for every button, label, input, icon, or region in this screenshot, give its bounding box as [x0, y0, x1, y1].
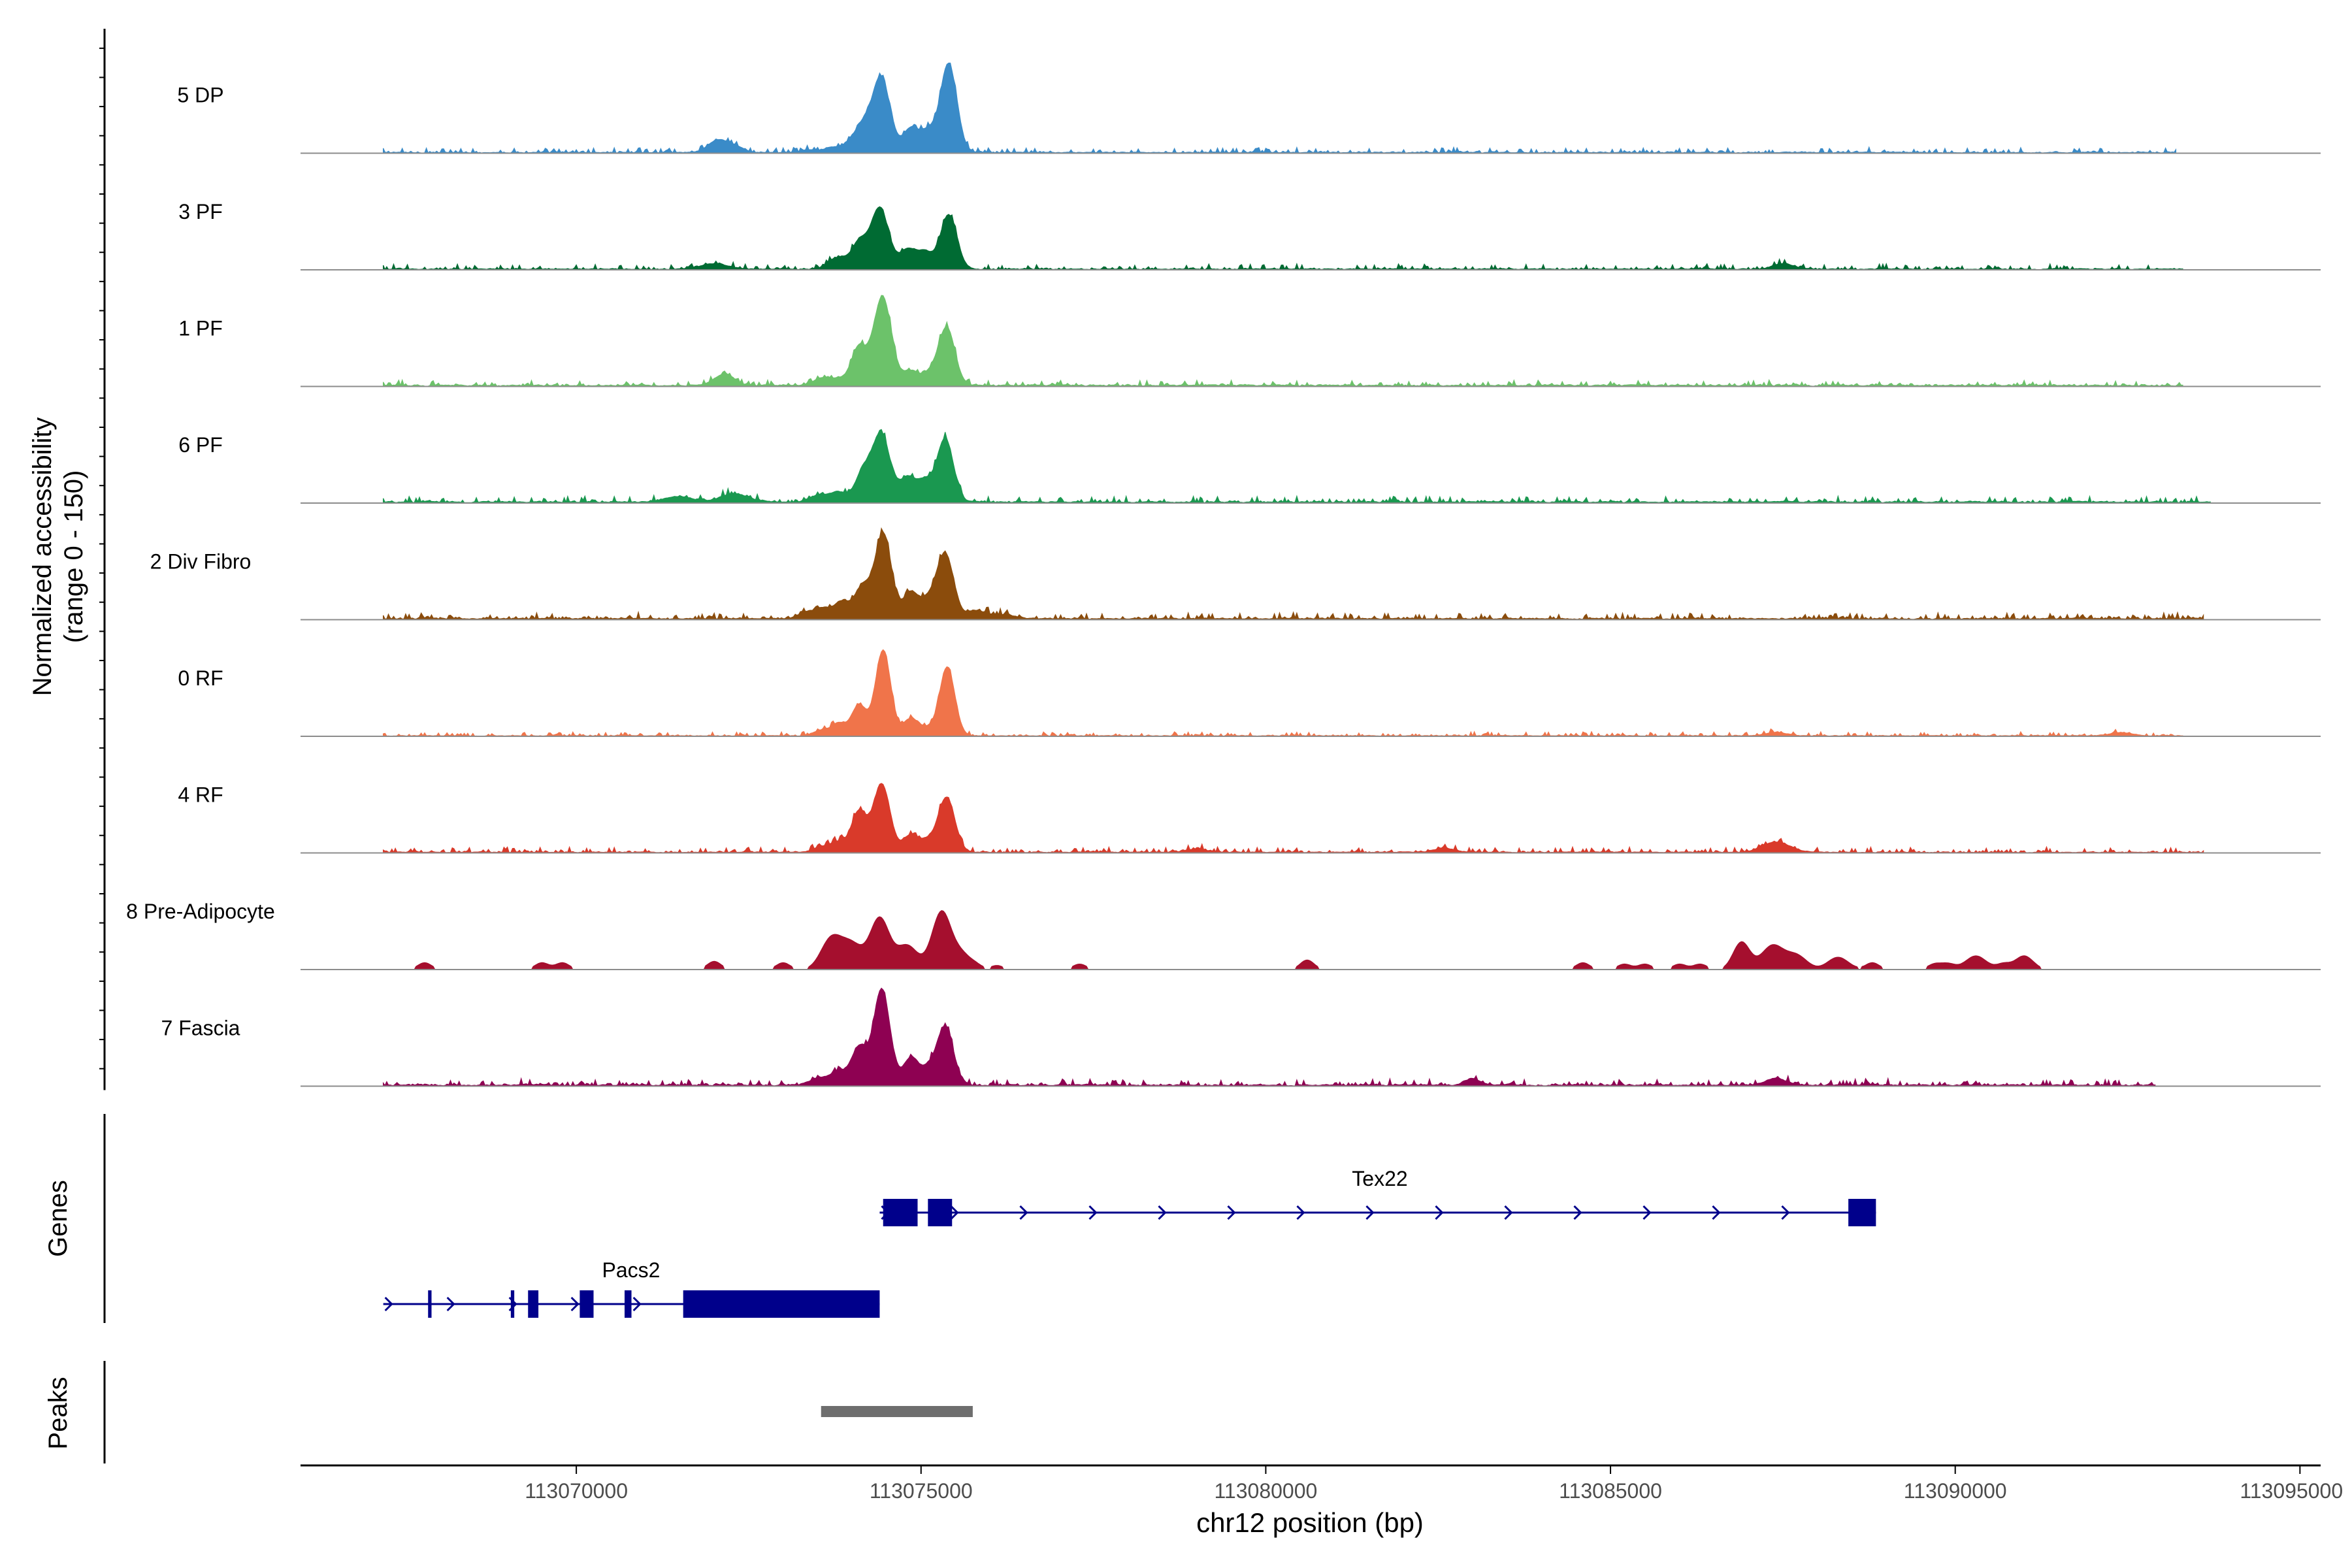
strand-arrow [1019, 1205, 1028, 1220]
coverage-area [383, 910, 2183, 970]
strand-arrow [1296, 1205, 1305, 1220]
track-3-pf: 3 PF [178, 200, 2321, 270]
strand-arrow [384, 1296, 393, 1312]
gene-label: Pacs2 [602, 1258, 661, 1282]
coverage-area [383, 295, 2183, 387]
x-tick-label: 113085000 [1559, 1479, 1662, 1503]
y-axis-title-line-2: (range 0 - 150) [59, 470, 88, 644]
strand-arrow [1365, 1205, 1375, 1220]
x-axis: 113070000 113075000 113080000 113085000 1130… [301, 1464, 2343, 1503]
coverage-area [383, 987, 2156, 1087]
strand-arrow [950, 1205, 959, 1220]
track-label: 3 PF [178, 200, 223, 223]
peaks-panel [821, 1406, 973, 1417]
coverage-area [383, 649, 2183, 738]
gene-exon [510, 1290, 515, 1318]
track-4-rf: 4 RF [178, 783, 2321, 854]
strand-arrow [570, 1296, 580, 1312]
track-1-pf: 1 PF [178, 295, 2321, 387]
x-tick-label: 113070000 [525, 1479, 628, 1503]
gene-label: Tex22 [1352, 1167, 1407, 1190]
x-tick-label: 113095000 [2240, 1479, 2343, 1503]
x-tick-label: 113090000 [1904, 1479, 2007, 1503]
track-0-rf: 0 RF [178, 649, 2321, 738]
track-label: 7 Fascia [161, 1017, 240, 1040]
track-label: 8 Pre-Adipocyte [126, 900, 275, 923]
track-label: 1 PF [178, 317, 223, 340]
coverage-area [383, 783, 2204, 854]
gene-exon [528, 1290, 539, 1318]
x-tick-label: 113080000 [1215, 1479, 1318, 1503]
track-5-dp: 5 DP [177, 62, 2321, 154]
gene-exon [883, 1199, 918, 1226]
track-label: 0 RF [178, 666, 223, 690]
strand-arrow [1573, 1205, 1582, 1220]
track-label: 2 Div Fibro [150, 550, 252, 574]
genes-axis-title: Genes [44, 1180, 73, 1257]
track-7-fascia: 7 Fascia [161, 987, 2321, 1087]
track-label: 6 PF [178, 433, 223, 457]
gene-exon [428, 1290, 432, 1318]
gene-exon [1848, 1199, 1876, 1226]
strand-arrow [1435, 1205, 1444, 1220]
strand-arrow [1712, 1205, 1721, 1220]
strand-arrow [1504, 1205, 1513, 1220]
strand-arrow [1642, 1205, 1652, 1220]
left-axes [99, 29, 106, 1463]
gene-tex22: Tex22 [879, 1167, 1876, 1226]
peaks-axis-title: Peaks [44, 1377, 73, 1449]
track-label: 5 DP [177, 84, 223, 107]
coverage-area [383, 429, 2211, 504]
strand-arrow [632, 1296, 642, 1312]
gene-exon [683, 1290, 880, 1318]
track-8-pre-adipocyte: 8 Pre-Adipocyte [126, 900, 2321, 970]
gene-exon [580, 1290, 594, 1318]
track-2-div-fibro: 2 Div Fibro [150, 527, 2321, 621]
y-axis-title-line-1: Normalized accessibility [28, 417, 57, 696]
peak-region [821, 1406, 973, 1417]
coverage-area [383, 206, 2183, 270]
genes-panel: Tex22 Pacs2 [383, 1167, 1876, 1318]
strand-arrow [1227, 1205, 1236, 1220]
gene-pacs2: Pacs2 [383, 1258, 880, 1318]
coverage-tracks: 5 DP 3 PF 1 PF 6 PF 2 Div Fibro 0 RF 4 RF 8 Pre… [126, 62, 2321, 1087]
x-tick-label: 113075000 [870, 1479, 973, 1503]
strand-arrow [446, 1296, 455, 1312]
strand-arrow [1088, 1205, 1098, 1220]
coverage-area [383, 527, 2204, 621]
track-label: 4 RF [178, 783, 223, 807]
track-6-pf: 6 PF [178, 429, 2321, 504]
strand-arrow [1781, 1205, 1790, 1220]
x-axis-title: chr12 position (bp) [1196, 1507, 1424, 1538]
strand-arrow [1158, 1205, 1167, 1220]
gene-exon [624, 1290, 632, 1318]
coverage-area [383, 62, 2176, 154]
gene-exon [928, 1199, 953, 1226]
